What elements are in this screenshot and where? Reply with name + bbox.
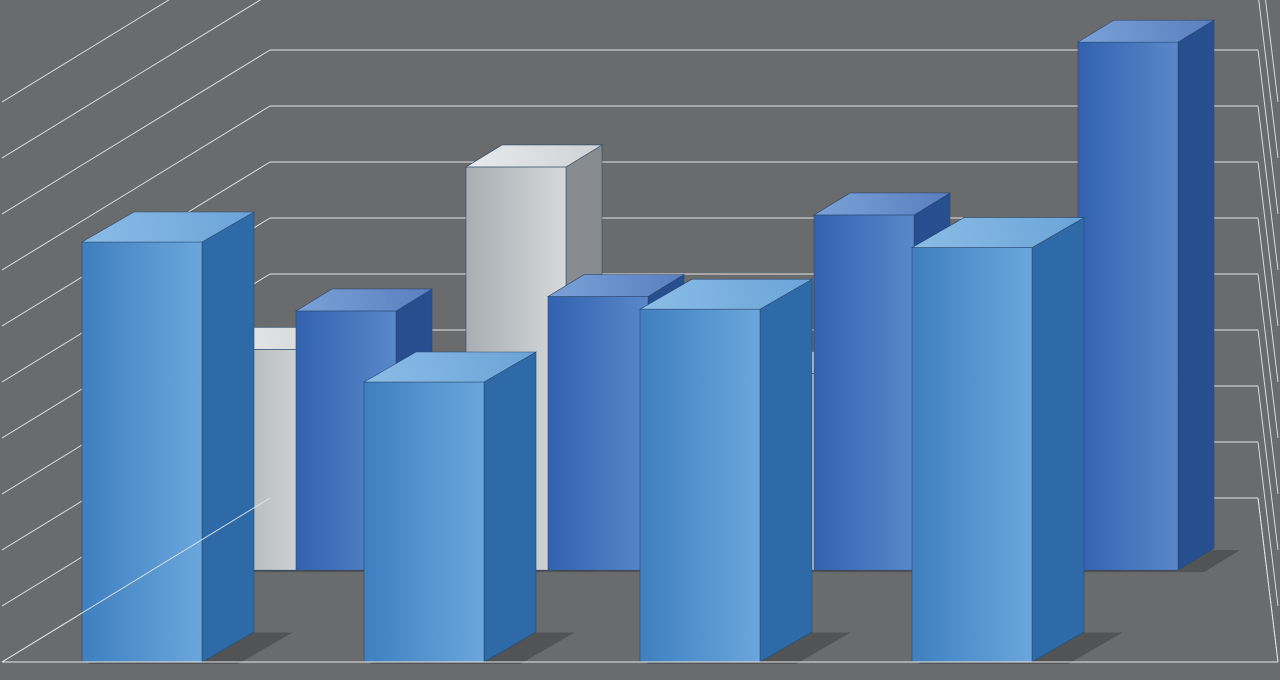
bar-side [202,212,254,662]
bar-front [912,248,1032,662]
bar-front [548,297,648,571]
bar-front [814,215,914,570]
bar-side [484,352,536,662]
bar-front [82,242,202,662]
bar-front [364,382,484,662]
bar-front [1078,42,1178,570]
bar-side [760,279,812,662]
bar-chart-3d [0,0,1280,680]
bar-side [1178,20,1214,570]
bar-front [640,309,760,662]
bar-side [1032,218,1084,662]
